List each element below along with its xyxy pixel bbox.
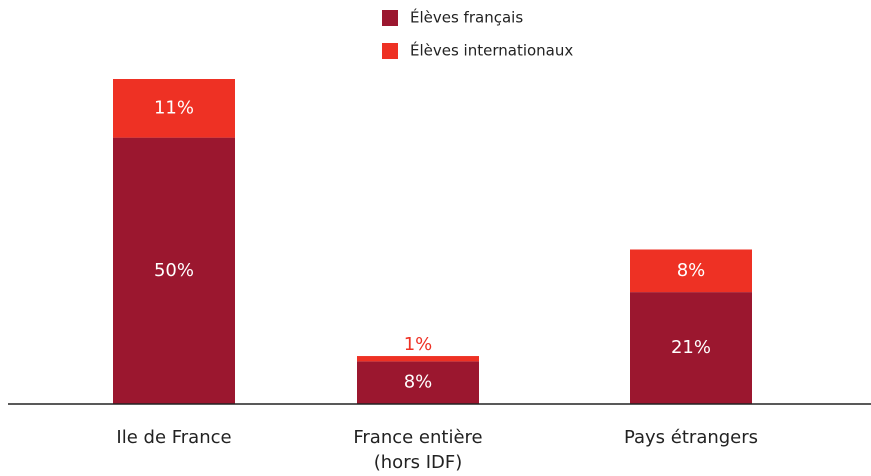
legend-swatch xyxy=(382,10,398,26)
bar-segment xyxy=(113,137,235,404)
bar-segment xyxy=(630,249,752,293)
value-label: 8% xyxy=(677,260,706,281)
legend-swatch xyxy=(382,43,398,59)
value-label: 21% xyxy=(671,337,711,358)
x-tick-label: Ile de France xyxy=(116,427,232,448)
value-label: 8% xyxy=(404,372,433,393)
legend-label: Élèves français xyxy=(410,8,523,27)
value-label: 11% xyxy=(154,97,194,118)
x-tick-label: France entière (hors IDF) xyxy=(353,427,483,473)
bar-segment xyxy=(630,292,752,404)
value-label: 50% xyxy=(154,260,194,281)
bar-segment xyxy=(357,361,479,404)
x-tick-label: Pays étrangers xyxy=(623,427,759,448)
bar-segment xyxy=(357,356,479,362)
legend-label: Élèves internationaux xyxy=(410,41,573,60)
value-label: 1% xyxy=(404,334,433,355)
bar-segment xyxy=(113,79,235,138)
